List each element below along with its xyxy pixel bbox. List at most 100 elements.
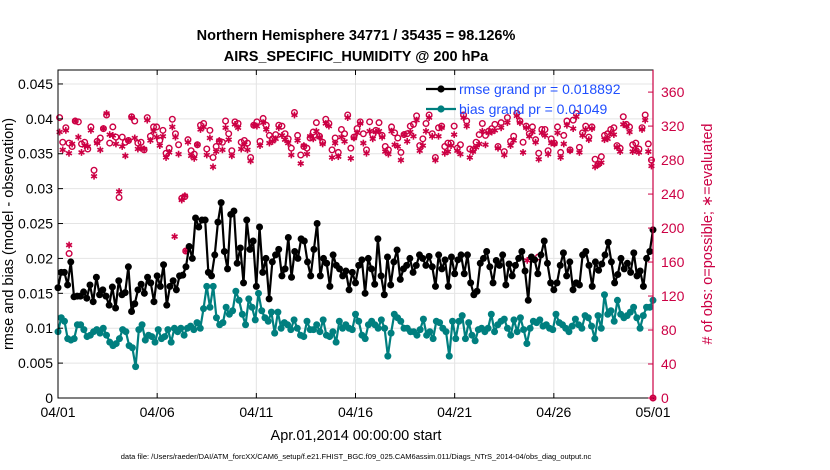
- bias-point: [180, 331, 188, 339]
- obs-possible-point: [632, 139, 640, 147]
- obs-evaluated-point: [222, 124, 229, 132]
- x-tick-label: 04/06: [140, 404, 175, 420]
- bias-point: [520, 326, 528, 334]
- rmse-point: [83, 294, 91, 302]
- bias-point: [503, 324, 511, 332]
- y-tick-label: 0.01: [26, 320, 53, 336]
- obs-evaluated-point: [463, 122, 471, 130]
- rmse-point: [358, 256, 366, 264]
- obs-possible-point: [65, 250, 73, 258]
- obs-evaluated-point: [482, 141, 489, 149]
- obs-evaluated-point: [644, 148, 652, 155]
- legend-bias-label: bias grand pr = 0.01049: [459, 101, 607, 117]
- rmse-point: [131, 300, 139, 308]
- bias-point: [449, 317, 457, 325]
- rmse-point: [374, 235, 382, 243]
- bias-point: [552, 310, 560, 318]
- rmse-point: [195, 223, 203, 231]
- rmse-point: [99, 286, 107, 294]
- obs-evaluated-point: [328, 154, 336, 161]
- obs-possible-point: [131, 117, 139, 125]
- bias-point: [526, 324, 534, 332]
- rmse-point: [169, 277, 177, 285]
- obs-evaluated-point: [165, 149, 173, 156]
- obs-evaluated-point: [403, 137, 411, 145]
- rmse-point: [428, 263, 436, 271]
- obs-possible-point: [397, 148, 405, 156]
- obs-possible-point: [391, 129, 399, 137]
- obs-evaluated-point: [84, 143, 92, 150]
- obs-evaluated-point: [156, 142, 164, 150]
- rmse-point: [313, 220, 321, 228]
- bias-point: [335, 317, 343, 325]
- obs-evaluated-point: [284, 139, 292, 147]
- obs-evaluated-point: [554, 129, 561, 137]
- rmse-point: [396, 275, 404, 283]
- bias-point: [455, 317, 463, 325]
- obs-possible-point: [341, 130, 349, 138]
- rmse-point: [406, 254, 414, 262]
- bias-point: [235, 296, 243, 304]
- rmse-point: [166, 282, 174, 290]
- obs-evaluated-point: [566, 147, 574, 155]
- obs-evaluated-point: [394, 143, 402, 150]
- legend: rmse grand pr = 0.018892 bias grand pr =…: [426, 81, 621, 117]
- y-tick-label: 0: [45, 390, 53, 406]
- bias-point: [584, 314, 592, 322]
- bias-point: [193, 319, 201, 327]
- rmse-point: [630, 249, 638, 257]
- bias-point: [151, 338, 159, 346]
- obs-evaluated-point: [576, 149, 583, 156]
- obs-evaluated-point: [303, 150, 311, 158]
- obs-possible-point: [118, 133, 126, 141]
- obs-evaluated-point: [616, 148, 624, 155]
- rmse-point: [140, 289, 148, 297]
- chart-subtitle: AIRS_SPECIFIC_HUMIDITY @ 200 hPa: [224, 49, 489, 65]
- rmse-point: [575, 281, 583, 289]
- obs-evaluated-point: [347, 154, 355, 162]
- y2-tick-label: 200: [661, 220, 685, 236]
- rmse-point: [147, 279, 155, 287]
- obs-evaluated-point: [68, 140, 76, 148]
- rmse-point: [246, 245, 254, 253]
- obs-evaluated-point: [244, 146, 251, 154]
- rmse-point: [441, 256, 449, 264]
- bias-point: [491, 328, 499, 336]
- obs-evaluated-point: [466, 154, 474, 161]
- obs-possible-point: [243, 139, 251, 147]
- rmse-point: [355, 261, 363, 269]
- rmse-point: [352, 279, 359, 287]
- bias-point: [248, 303, 256, 311]
- obs-evaluated-point: [557, 154, 564, 161]
- bias-point: [377, 316, 385, 324]
- rmse-point: [486, 263, 494, 271]
- bias-point: [238, 310, 246, 318]
- rmse-point: [457, 251, 465, 259]
- obs-possible-point: [366, 118, 374, 126]
- rmse-point: [380, 291, 388, 299]
- y-tick-label: 0.02: [26, 250, 53, 266]
- obs-possible-point: [297, 151, 305, 159]
- rmse-point: [383, 253, 391, 261]
- obs-evaluated-point: [572, 113, 580, 121]
- rmse-point: [163, 301, 171, 309]
- obs-evaluated-point: [143, 116, 151, 124]
- bias-point: [245, 295, 253, 303]
- bias-point: [384, 352, 392, 360]
- bias-point: [487, 310, 495, 318]
- obs-evaluated-point: [87, 126, 95, 134]
- bias-point: [639, 312, 647, 320]
- bias-point: [397, 317, 405, 325]
- bias-point: [597, 324, 605, 332]
- rmse-point: [364, 254, 372, 262]
- bias-point: [565, 328, 573, 336]
- obs-possible-point: [347, 144, 355, 152]
- rmse-point: [585, 261, 593, 269]
- legend-rmse-label: rmse grand pr = 0.018892: [459, 81, 621, 97]
- rmse-point: [137, 280, 145, 288]
- obs-evaluated-point: [641, 116, 649, 124]
- bias-point: [115, 335, 123, 343]
- obs-evaluated-point: [551, 140, 558, 148]
- bias-point: [267, 308, 275, 316]
